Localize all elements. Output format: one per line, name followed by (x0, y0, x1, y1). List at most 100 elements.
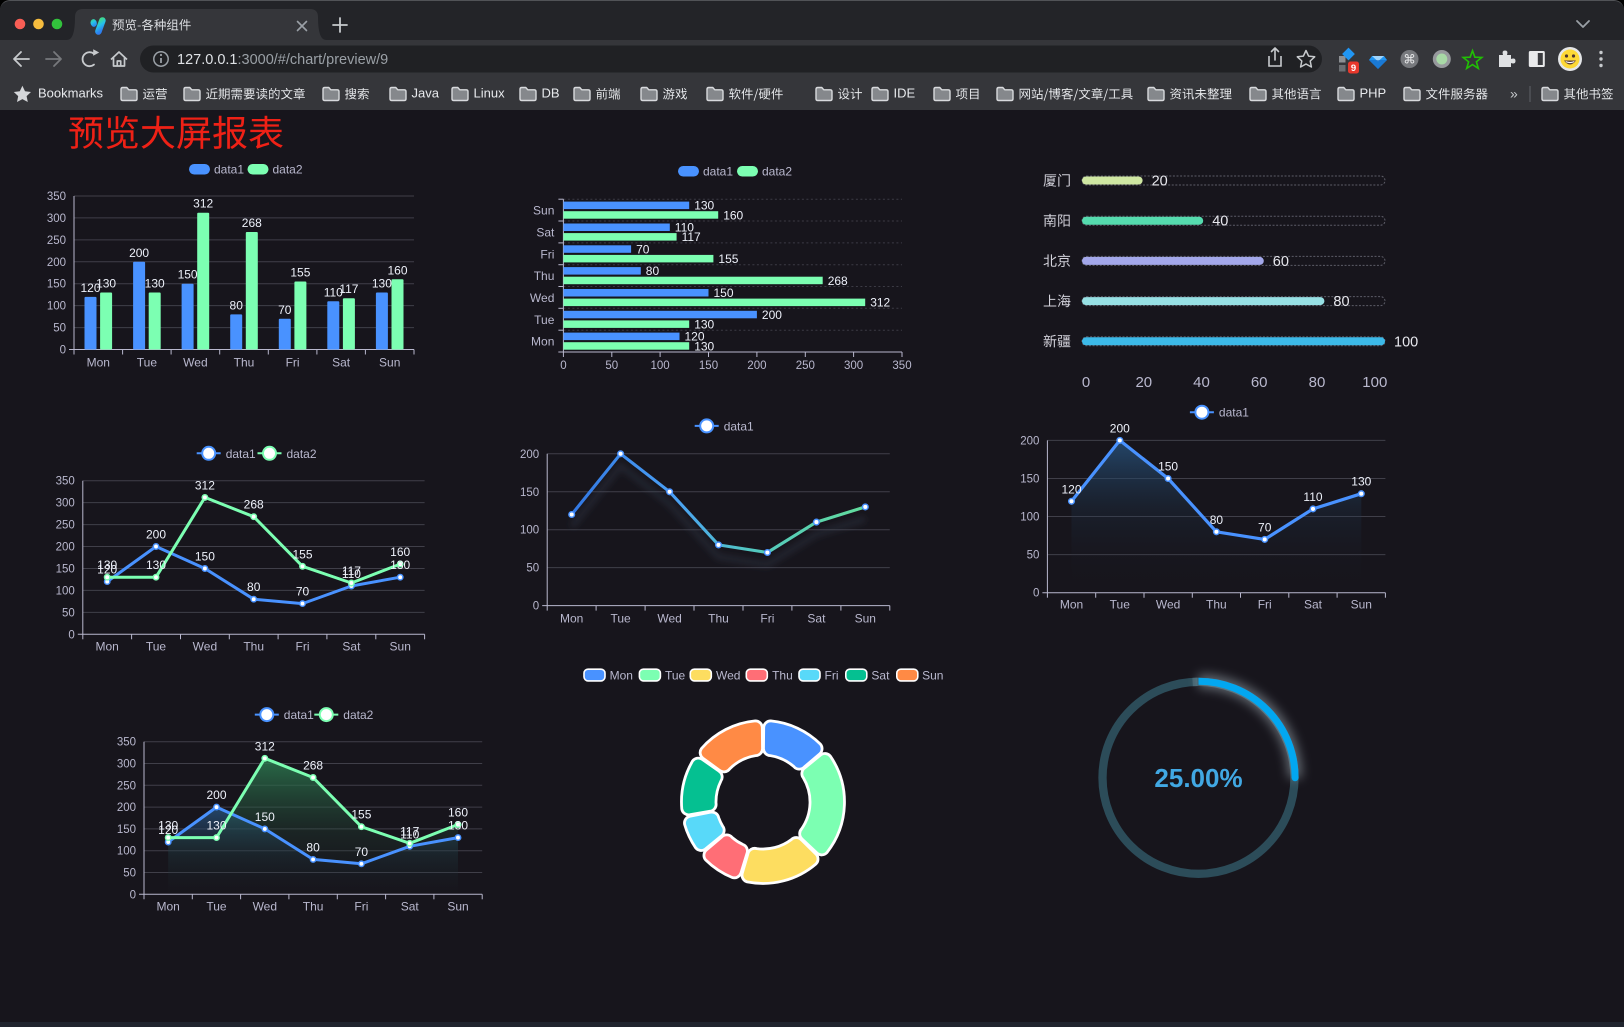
svg-text:Thu: Thu (1206, 598, 1227, 612)
svg-text:Tue: Tue (146, 639, 167, 653)
svg-text:200: 200 (56, 542, 75, 554)
svg-text:data1: data1 (703, 165, 733, 179)
svg-text:150: 150 (714, 286, 734, 300)
svg-text:130: 130 (694, 199, 714, 213)
svg-text:Fri: Fri (1258, 598, 1272, 612)
svg-text:60: 60 (1251, 374, 1268, 391)
svg-text:20: 20 (1152, 174, 1168, 190)
svg-text:0: 0 (533, 601, 539, 613)
svg-text:200: 200 (520, 449, 539, 461)
svg-text:300: 300 (47, 213, 66, 225)
svg-text:0: 0 (68, 629, 74, 641)
svg-text:150: 150 (117, 824, 136, 836)
svg-text:Mon: Mon (96, 639, 119, 653)
svg-text:data2: data2 (287, 447, 317, 461)
svg-text:data1: data1 (1219, 406, 1249, 420)
svg-text:200: 200 (747, 360, 766, 372)
svg-text:80: 80 (247, 580, 261, 594)
svg-text:110: 110 (342, 567, 361, 581)
svg-text:110: 110 (1303, 490, 1322, 504)
svg-text:100: 100 (1362, 374, 1387, 391)
svg-text:80: 80 (1210, 513, 1224, 527)
svg-text:130: 130 (1351, 475, 1371, 489)
svg-text:Sun: Sun (379, 356, 400, 370)
svg-text:data2: data2 (273, 163, 303, 177)
svg-text:Linux: Linux (474, 86, 506, 101)
svg-text:IDE: IDE (894, 86, 916, 101)
svg-text:60: 60 (1273, 254, 1289, 270)
svg-text:data1: data1 (724, 419, 754, 433)
svg-text:127.0.0.1:3000/#/chart/preview: 127.0.0.1:3000/#/chart/preview/9 (177, 52, 388, 68)
svg-text:Fri: Fri (354, 899, 368, 913)
svg-text:Sat: Sat (807, 612, 826, 626)
svg-text:150: 150 (699, 360, 718, 372)
svg-text:50: 50 (605, 360, 618, 372)
svg-text:130: 130 (145, 276, 165, 290)
svg-text:Sun: Sun (855, 612, 876, 626)
svg-text:Sun: Sun (1351, 598, 1372, 612)
svg-text:130: 130 (146, 558, 166, 572)
svg-text:Sun: Sun (533, 204, 554, 218)
svg-text:100: 100 (1394, 334, 1418, 350)
svg-text:155: 155 (351, 808, 371, 822)
svg-text:Thu: Thu (534, 269, 555, 283)
svg-text:Sat: Sat (1304, 598, 1323, 612)
svg-text:300: 300 (844, 360, 863, 372)
svg-text:110: 110 (675, 221, 694, 235)
svg-text:Tue: Tue (1110, 598, 1131, 612)
svg-text:150: 150 (520, 487, 539, 499)
svg-text:50: 50 (526, 563, 539, 575)
svg-text:130: 130 (390, 558, 410, 572)
svg-text:50: 50 (53, 323, 66, 335)
svg-text:120: 120 (685, 330, 705, 344)
svg-text:data2: data2 (762, 165, 792, 179)
svg-text:155: 155 (290, 266, 310, 280)
svg-text:100: 100 (56, 585, 75, 597)
svg-text:Wed: Wed (716, 669, 740, 683)
svg-text:Wed: Wed (183, 356, 207, 370)
svg-text:250: 250 (117, 780, 136, 792)
svg-text:100: 100 (47, 301, 66, 313)
svg-text:Wed: Wed (657, 612, 681, 626)
svg-text:Thu: Thu (772, 669, 793, 683)
svg-text:Sat: Sat (401, 899, 420, 913)
svg-text:0: 0 (1082, 374, 1090, 391)
svg-text:120: 120 (97, 563, 117, 577)
svg-text:350: 350 (56, 476, 75, 488)
svg-text:200: 200 (47, 257, 66, 269)
svg-text:Wed: Wed (530, 291, 554, 305)
svg-text:160: 160 (390, 545, 410, 559)
svg-text:268: 268 (828, 274, 848, 288)
svg-text:250: 250 (56, 520, 75, 532)
svg-text:200: 200 (762, 308, 782, 322)
svg-text:200: 200 (146, 528, 166, 542)
svg-text:Mon: Mon (87, 356, 110, 370)
svg-text:160: 160 (387, 263, 407, 277)
svg-text:130: 130 (694, 339, 714, 353)
svg-text:70: 70 (296, 585, 310, 599)
svg-text:Fri: Fri (825, 669, 839, 683)
svg-text:120: 120 (158, 823, 178, 837)
svg-text:Tue: Tue (534, 313, 555, 327)
svg-text:200: 200 (206, 788, 226, 802)
svg-text:100: 100 (117, 846, 136, 858)
svg-text:155: 155 (292, 547, 312, 561)
svg-text:data1: data1 (284, 708, 314, 722)
svg-text:117: 117 (400, 824, 419, 838)
svg-text:50: 50 (1027, 550, 1040, 562)
svg-text:Mon: Mon (1060, 598, 1083, 612)
svg-text:Tue: Tue (137, 356, 158, 370)
svg-text:Mon: Mon (531, 335, 554, 349)
svg-text:Sun: Sun (922, 669, 943, 683)
svg-text:80: 80 (646, 264, 660, 278)
svg-text:PHP: PHP (1360, 86, 1387, 101)
svg-text:160: 160 (723, 208, 743, 222)
svg-text:130: 130 (448, 819, 468, 833)
svg-text:150: 150 (47, 279, 66, 291)
svg-text:Sat: Sat (332, 356, 351, 370)
svg-text:160: 160 (448, 806, 468, 820)
svg-text:80: 80 (1333, 294, 1349, 310)
svg-text:350: 350 (47, 191, 66, 203)
svg-text:130: 130 (158, 819, 178, 833)
svg-text:Java: Java (412, 86, 440, 101)
